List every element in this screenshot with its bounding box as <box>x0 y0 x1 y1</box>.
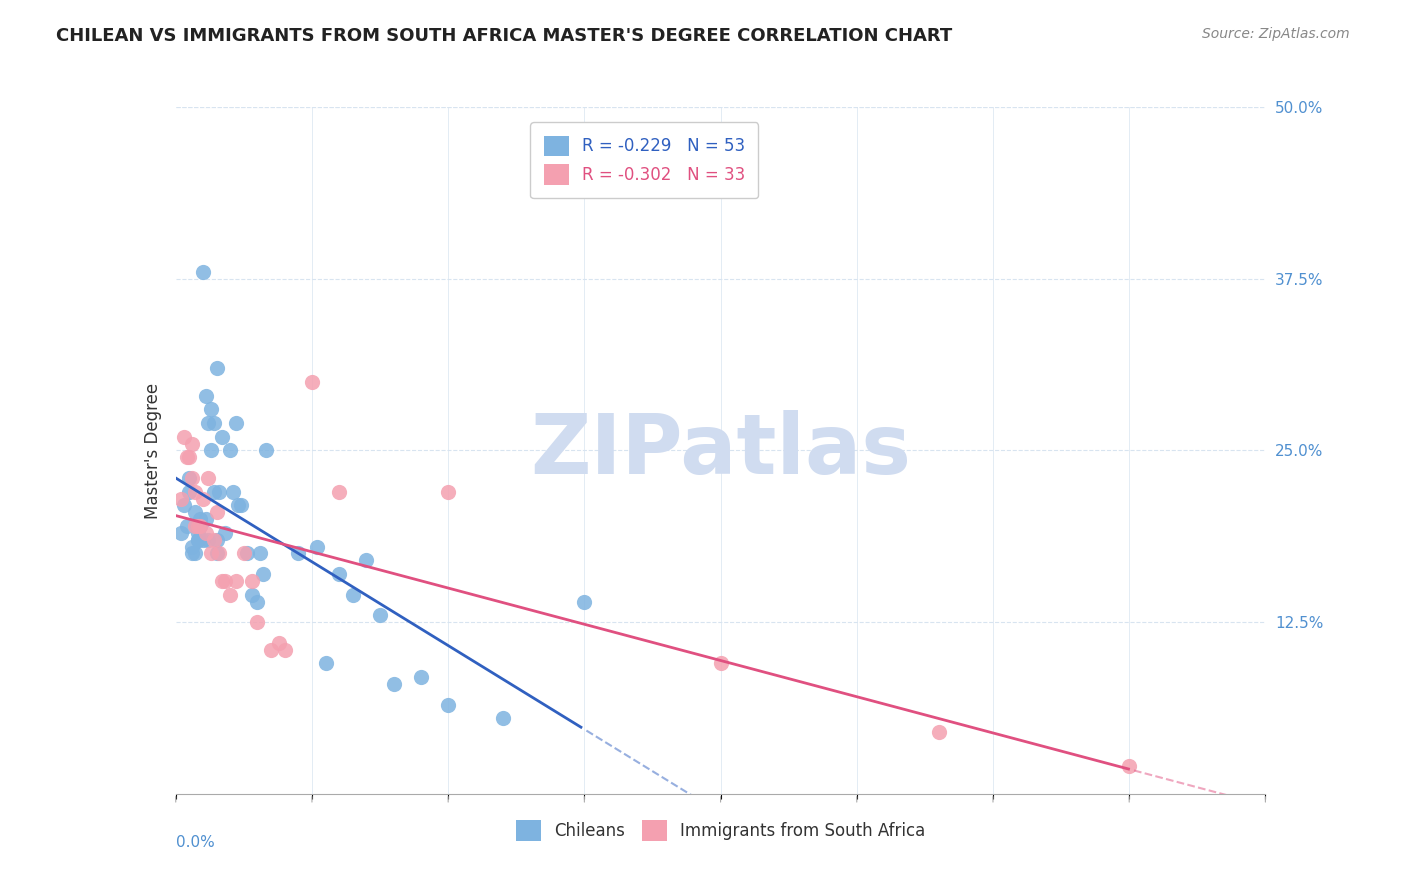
Point <box>269 636 291 650</box>
Point <box>179 484 201 499</box>
Point <box>246 594 269 608</box>
Point <box>356 553 378 567</box>
Point <box>202 484 225 499</box>
Point <box>181 546 204 561</box>
Point <box>200 443 222 458</box>
Point <box>222 484 245 499</box>
Text: ZIPatlas: ZIPatlas <box>530 410 911 491</box>
Point <box>205 361 228 376</box>
Text: 0.0%: 0.0% <box>176 835 215 850</box>
Point <box>342 588 364 602</box>
Point <box>231 499 253 513</box>
Point <box>437 698 460 712</box>
Point <box>328 484 350 499</box>
Legend: Chileans, Immigrants from South Africa: Chileans, Immigrants from South Africa <box>509 814 932 847</box>
Point <box>260 642 283 657</box>
Point <box>214 574 236 588</box>
Point <box>205 533 228 547</box>
Point <box>492 711 515 725</box>
Point <box>368 608 391 623</box>
Point <box>194 512 217 526</box>
Point <box>205 546 228 561</box>
Point <box>225 416 247 430</box>
Y-axis label: Master's Degree: Master's Degree <box>143 383 162 518</box>
Point <box>301 375 323 389</box>
Point <box>225 574 247 588</box>
Point <box>179 471 201 485</box>
Point <box>228 499 250 513</box>
Point <box>181 471 204 485</box>
Point <box>188 519 211 533</box>
Point <box>211 574 233 588</box>
Point <box>382 677 405 691</box>
Point <box>191 491 214 506</box>
Point <box>219 588 242 602</box>
Point <box>274 642 297 657</box>
Point <box>252 567 274 582</box>
Text: Source: ZipAtlas.com: Source: ZipAtlas.com <box>1202 27 1350 41</box>
Point <box>184 505 207 519</box>
Point <box>181 540 204 554</box>
Point <box>437 484 460 499</box>
Point <box>249 546 271 561</box>
Point <box>170 491 193 506</box>
Point <box>232 546 254 561</box>
Point <box>240 588 263 602</box>
Point <box>235 546 257 561</box>
Point <box>191 265 214 279</box>
Point <box>211 430 233 444</box>
Point <box>173 499 195 513</box>
Point <box>205 505 228 519</box>
Point <box>188 519 211 533</box>
Point <box>184 519 207 533</box>
Point <box>186 533 209 547</box>
Point <box>287 546 309 561</box>
Point <box>214 525 236 540</box>
Point <box>191 533 214 547</box>
Point <box>219 443 242 458</box>
Point <box>240 574 263 588</box>
Point <box>194 525 217 540</box>
Point <box>208 546 231 561</box>
Point <box>409 670 432 684</box>
Point <box>254 443 277 458</box>
Point <box>315 657 337 671</box>
Point <box>200 546 222 561</box>
Point <box>179 450 201 465</box>
Point <box>200 402 222 417</box>
Point <box>202 533 225 547</box>
Point <box>188 512 211 526</box>
Point <box>170 525 193 540</box>
Point <box>176 519 198 533</box>
Point <box>186 525 209 540</box>
Point <box>186 533 209 547</box>
Point <box>176 450 198 465</box>
Point <box>197 416 219 430</box>
Point <box>194 388 217 402</box>
Point <box>1118 759 1140 773</box>
Point <box>928 725 950 739</box>
Point <box>173 430 195 444</box>
Point <box>328 567 350 582</box>
Point <box>710 657 733 671</box>
Point <box>184 546 207 561</box>
Point <box>181 436 204 450</box>
Point <box>202 416 225 430</box>
Point <box>186 519 209 533</box>
Point <box>208 484 231 499</box>
Point <box>197 533 219 547</box>
Point <box>574 594 596 608</box>
Point <box>197 471 219 485</box>
Point <box>246 615 269 630</box>
Point <box>184 484 207 499</box>
Point <box>307 540 329 554</box>
Text: CHILEAN VS IMMIGRANTS FROM SOUTH AFRICA MASTER'S DEGREE CORRELATION CHART: CHILEAN VS IMMIGRANTS FROM SOUTH AFRICA … <box>56 27 952 45</box>
